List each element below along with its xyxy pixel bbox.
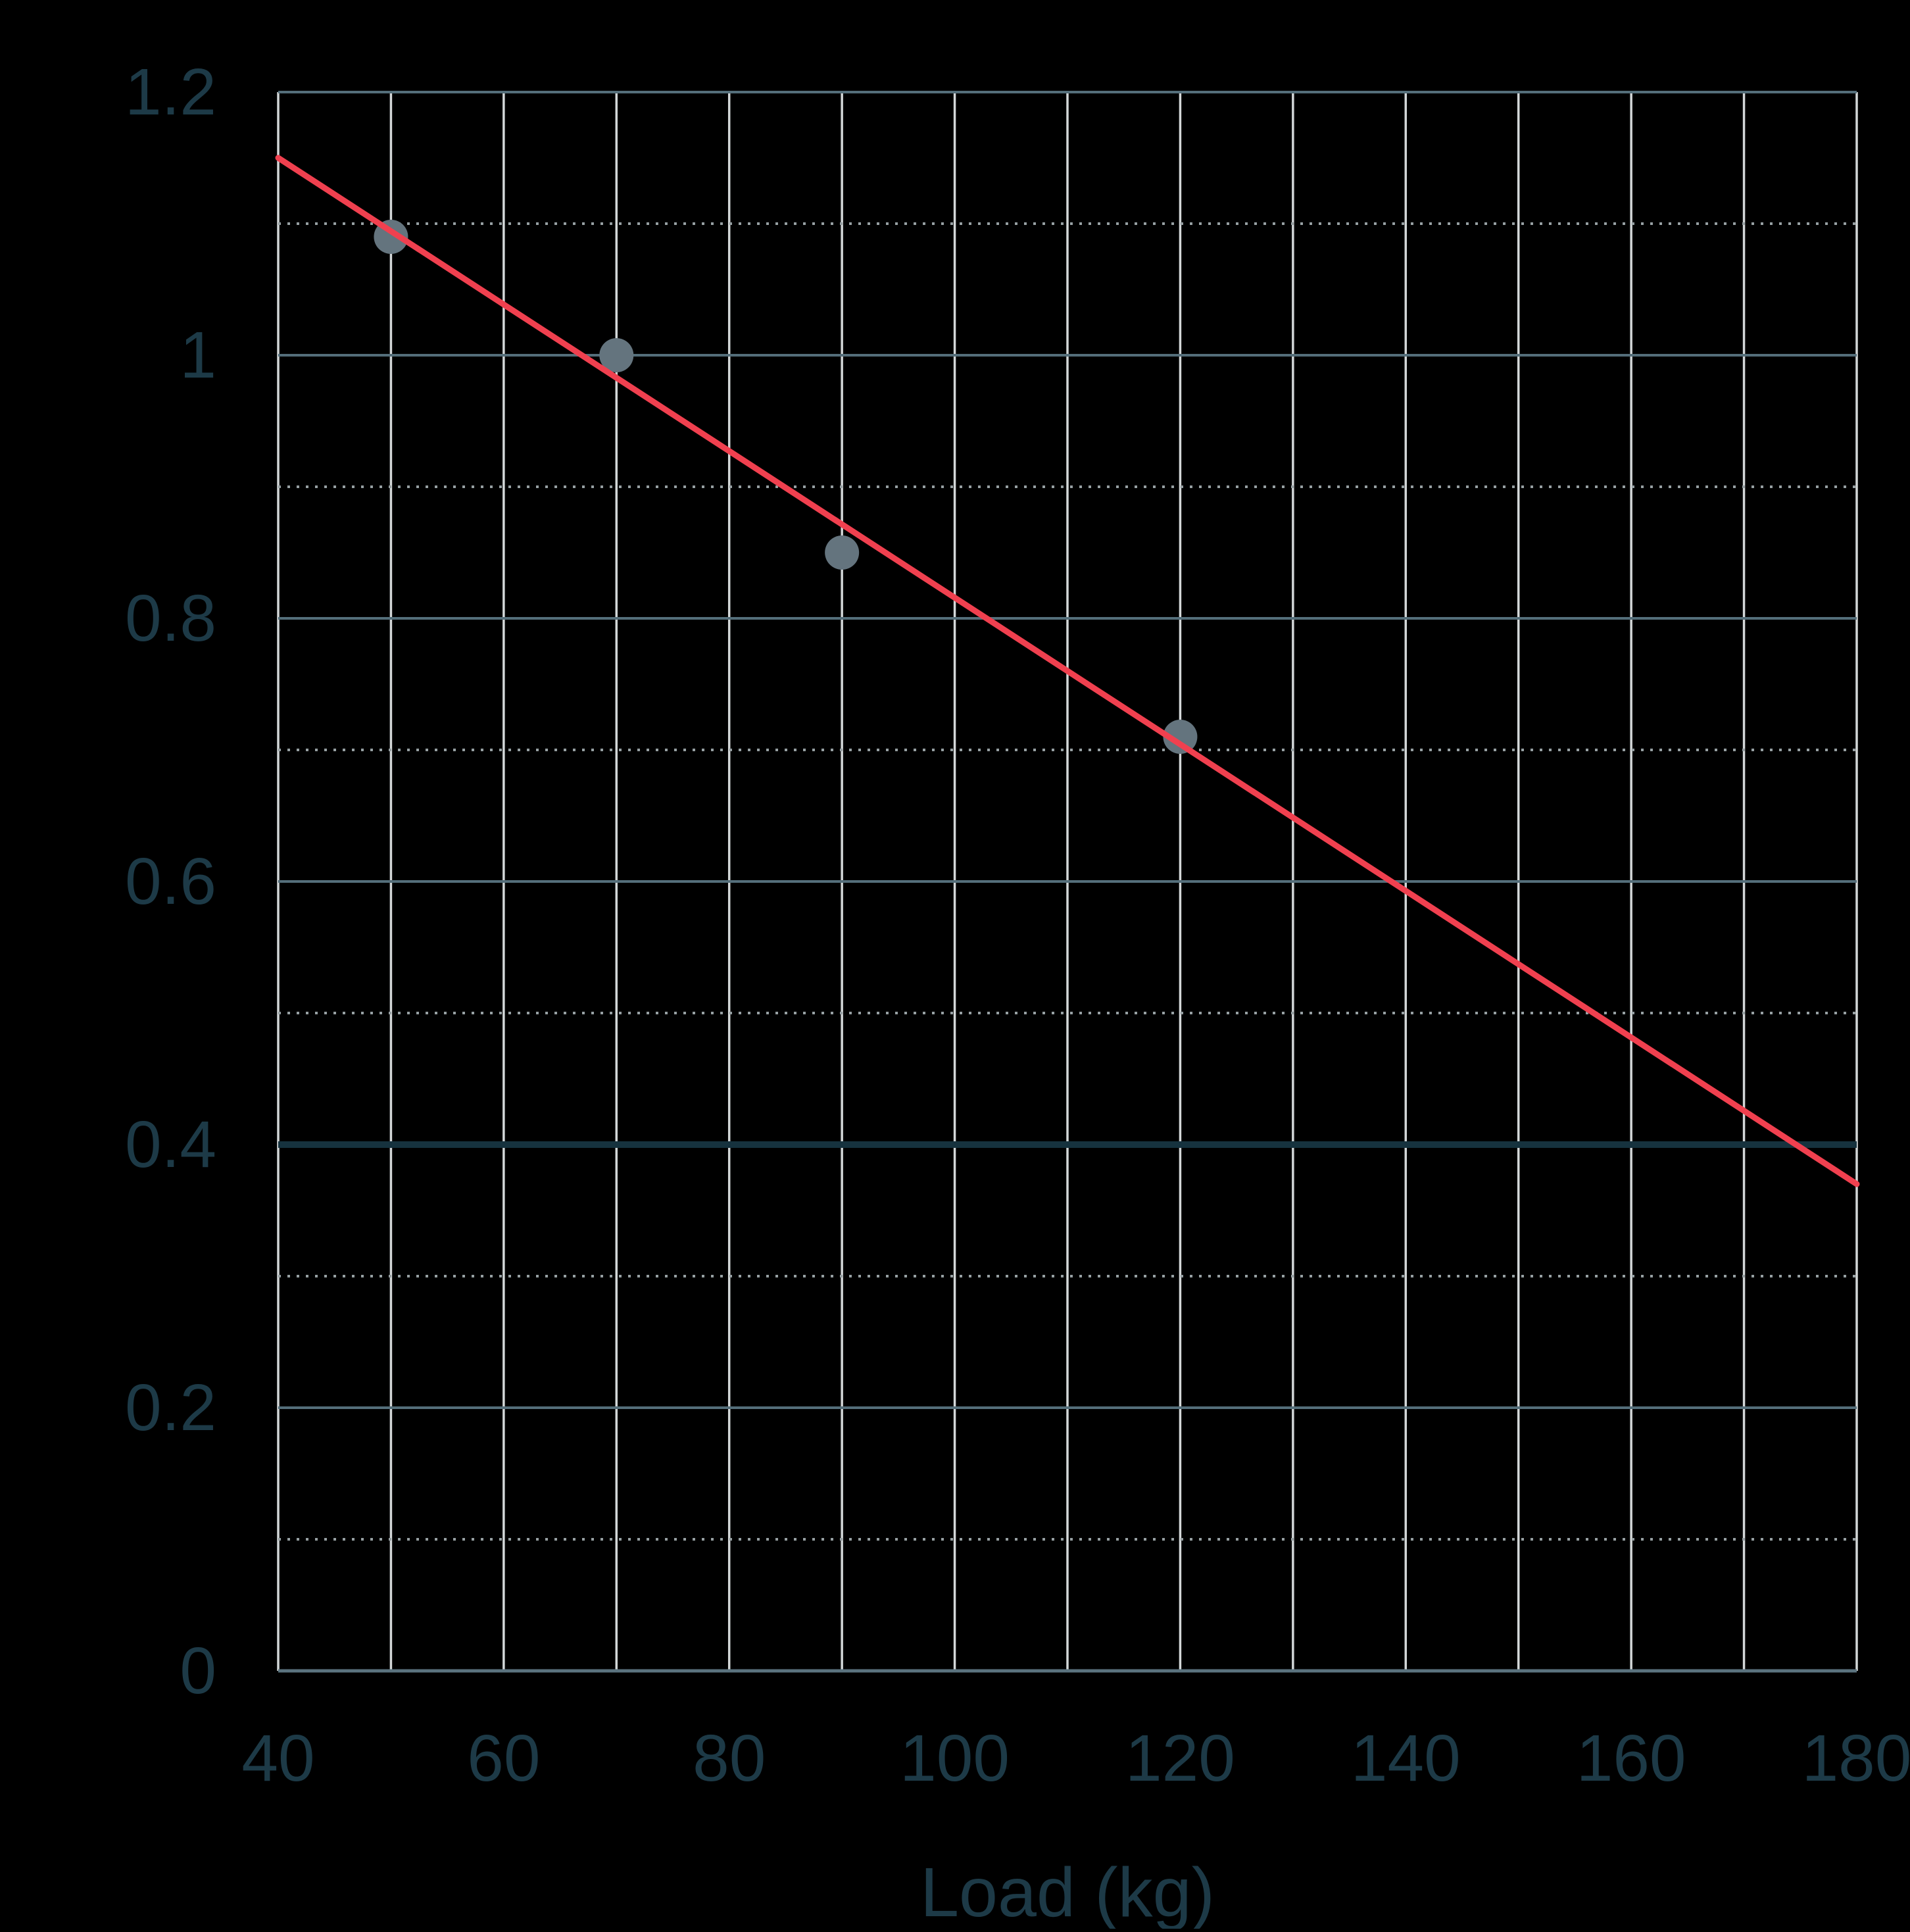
y-tick-label: 0.2 [125, 1371, 216, 1445]
x-tick-label: 120 [1125, 1721, 1235, 1795]
data-point [1163, 720, 1198, 754]
x-tick-label: 60 [467, 1721, 540, 1795]
x-axis-title: Load (kg) [920, 1854, 1215, 1929]
x-tick-label: 100 [900, 1721, 1010, 1795]
trend-line [275, 155, 1860, 1187]
y-tick-label: 1.2 [125, 55, 216, 129]
y-tick-label: 0 [180, 1634, 216, 1708]
x-tick-label: 160 [1577, 1721, 1686, 1795]
data-point [599, 338, 634, 372]
x-tick-label: 80 [693, 1721, 766, 1795]
y-tick-label: 0.4 [125, 1108, 216, 1181]
major-gridlines [278, 91, 1857, 1409]
data-point [825, 535, 860, 570]
trend-line-group [275, 155, 1860, 1187]
y-tick-label: 1 [180, 318, 216, 392]
x-tick-label: 180 [1802, 1721, 1910, 1795]
x-tick-label: 140 [1351, 1721, 1461, 1795]
y-tick-label: 0.6 [125, 845, 216, 918]
y-tick-label: 0.8 [125, 582, 216, 655]
y-tick-labels: 0 0.2 0.4 0.6 0.8 1 1.2 [125, 55, 216, 1708]
x-tick-labels: 40 60 80 100 120 140 160 180 [241, 1721, 1910, 1795]
x-tick-label: 40 [241, 1721, 314, 1795]
